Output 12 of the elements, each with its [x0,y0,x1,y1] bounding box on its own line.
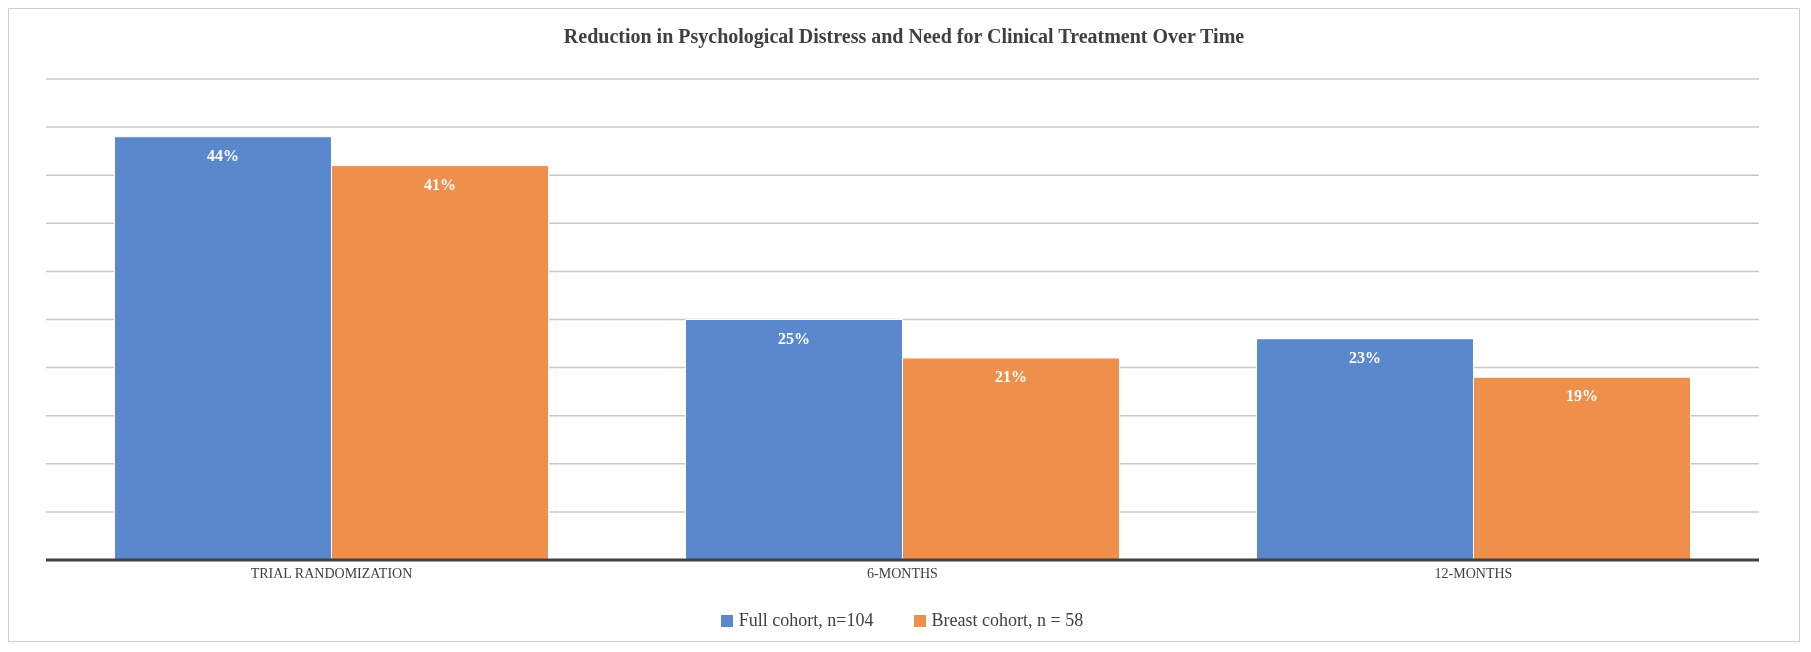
data-label: 19% [1566,387,1599,405]
x-tick-label: 6-MONTHS [867,565,938,581]
x-tick-label: TRIAL RANDOMIZATION [250,565,413,581]
data-label: 44% [207,146,240,164]
data-label: 25% [778,329,811,347]
data-label: 41% [424,175,457,193]
chart-title: Reduction in Psychological Distress and Need for Clinical Treatment Over Time [562,24,1246,50]
legend-label: Breast cohort, n = 58 [931,610,1084,631]
legend-label: Full cohort, n=104 [738,610,874,631]
data-label: 21% [995,367,1028,385]
data-label: 23% [1349,348,1382,366]
x-tick-label: 12-MONTHS [1434,565,1513,581]
